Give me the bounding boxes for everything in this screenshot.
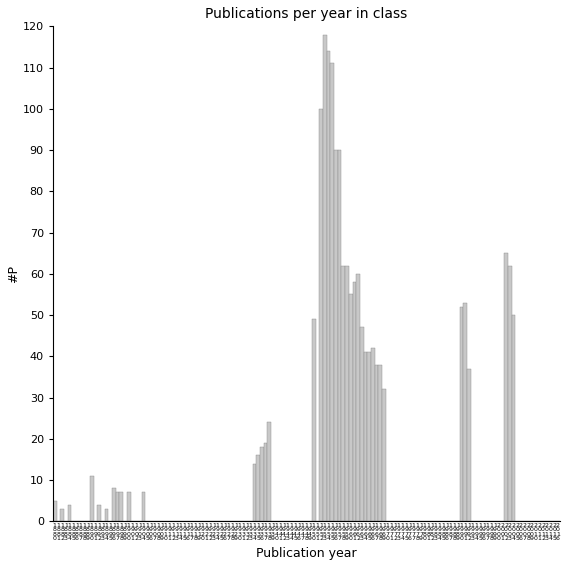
Bar bbox=[353, 282, 356, 521]
Bar bbox=[375, 365, 378, 521]
Bar bbox=[345, 265, 349, 521]
Bar bbox=[264, 443, 268, 521]
Bar bbox=[338, 150, 341, 521]
Y-axis label: #P: #P bbox=[7, 265, 20, 283]
Bar bbox=[341, 265, 345, 521]
Bar bbox=[382, 390, 386, 521]
Bar bbox=[120, 492, 123, 521]
Bar bbox=[323, 35, 327, 521]
Bar bbox=[460, 307, 463, 521]
Bar bbox=[356, 274, 360, 521]
Bar bbox=[98, 505, 101, 521]
Bar bbox=[508, 265, 511, 521]
Bar bbox=[334, 150, 338, 521]
Bar bbox=[319, 109, 323, 521]
Bar bbox=[463, 303, 467, 521]
Bar bbox=[360, 327, 363, 521]
Bar bbox=[53, 501, 57, 521]
Bar bbox=[268, 422, 271, 521]
Bar bbox=[371, 348, 375, 521]
Bar bbox=[253, 464, 256, 521]
Bar bbox=[511, 315, 515, 521]
Bar bbox=[112, 488, 116, 521]
Bar bbox=[67, 505, 71, 521]
Bar bbox=[378, 365, 382, 521]
Bar bbox=[367, 352, 371, 521]
Bar bbox=[142, 492, 145, 521]
Bar bbox=[90, 476, 94, 521]
Bar bbox=[127, 492, 130, 521]
Bar bbox=[312, 319, 315, 521]
Bar bbox=[331, 64, 334, 521]
Bar bbox=[327, 51, 331, 521]
Title: Publications per year in class: Publications per year in class bbox=[205, 7, 408, 21]
Bar bbox=[116, 492, 120, 521]
X-axis label: Publication year: Publication year bbox=[256, 547, 357, 560]
Bar bbox=[504, 253, 508, 521]
Bar bbox=[260, 447, 264, 521]
Bar bbox=[256, 455, 260, 521]
Bar bbox=[105, 509, 108, 521]
Bar bbox=[60, 509, 64, 521]
Bar bbox=[349, 294, 353, 521]
Bar bbox=[467, 369, 471, 521]
Bar bbox=[363, 352, 367, 521]
